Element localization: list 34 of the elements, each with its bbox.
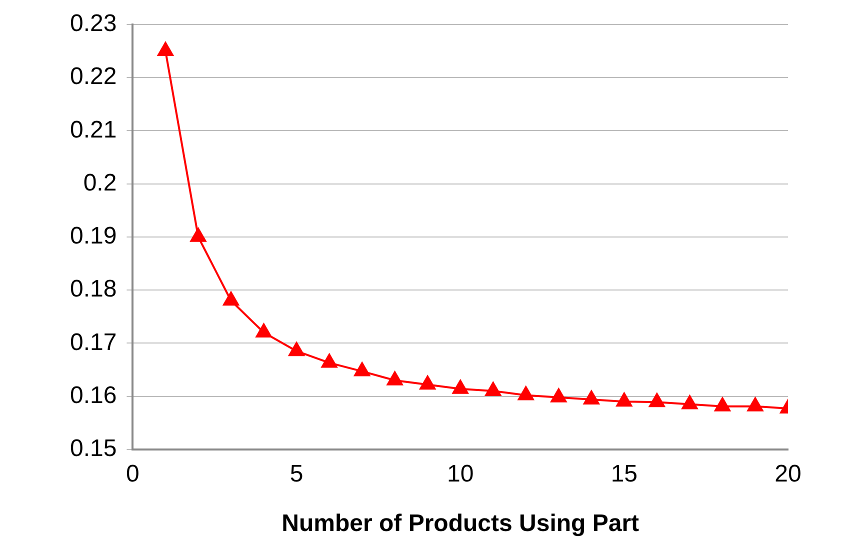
x-tick-label: 0 — [126, 460, 140, 488]
point — [256, 324, 272, 338]
point — [714, 397, 730, 412]
point — [518, 386, 534, 400]
x-tick-label: 10 — [447, 460, 474, 488]
y-tick-label: 0.17 — [70, 328, 117, 356]
point — [223, 292, 239, 306]
y-tick-label: 0.19 — [70, 222, 117, 250]
point — [616, 392, 632, 407]
y-tick-label: 0.15 — [70, 435, 117, 462]
point — [386, 371, 403, 386]
point — [485, 382, 502, 396]
point — [288, 342, 304, 356]
point — [354, 362, 370, 376]
point — [158, 42, 174, 56]
y-tick-label: 0.21 — [70, 116, 117, 144]
x-tick-label: 20 — [774, 460, 802, 488]
y-tick-label: 0.23 — [70, 10, 117, 38]
y-tick-label: 0.16 — [70, 382, 117, 409]
x-axis-title: Number of Products Using Part — [282, 510, 640, 538]
point — [682, 395, 698, 410]
point — [452, 380, 468, 394]
y-tick-label: 0.22 — [70, 63, 117, 90]
point — [747, 397, 764, 412]
point — [190, 228, 206, 242]
point — [583, 390, 600, 404]
y-tick-label: 0.18 — [70, 276, 117, 303]
point — [550, 388, 567, 402]
y-tick-label: 0.2 — [83, 169, 117, 196]
x-tick-label: 15 — [610, 460, 638, 488]
x-tick-label: 5 — [290, 460, 304, 488]
point — [649, 393, 665, 408]
point — [420, 376, 436, 390]
point — [321, 354, 338, 368]
